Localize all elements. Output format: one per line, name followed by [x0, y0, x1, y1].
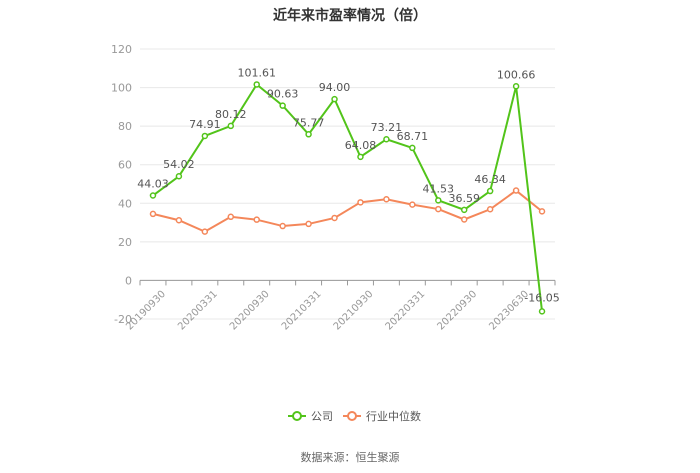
data-label: -16.05: [524, 291, 559, 304]
data-label: 36.59: [448, 192, 480, 205]
x-tick-label: 20200930: [228, 289, 272, 333]
company-point[interactable]: [538, 308, 546, 315]
company-point[interactable]: [201, 132, 209, 140]
industry-median-point[interactable]: [227, 213, 235, 221]
chart-title: 近年来市盈率情况（倍）: [273, 7, 427, 24]
y-tick-label: -20: [114, 313, 132, 326]
x-tick-label: 20190930: [124, 289, 168, 333]
data-label: 41.53: [423, 182, 455, 195]
industry-median-point[interactable]: [253, 216, 260, 223]
data-label: 94.00: [319, 81, 351, 94]
x-tick-label: 20220331: [384, 289, 428, 333]
industry-median-point[interactable]: [383, 195, 390, 203]
industry-median-point[interactable]: [357, 199, 364, 206]
data-label: 101.61: [237, 66, 276, 79]
source-note: 数据来源：恒生聚源: [301, 450, 400, 464]
company-point[interactable]: [383, 135, 390, 143]
y-tick-label: 100: [111, 82, 132, 95]
data-label: 74.91: [189, 118, 221, 131]
company-point[interactable]: [175, 172, 183, 180]
industry-median-point[interactable]: [201, 228, 209, 235]
company-point[interactable]: [486, 187, 494, 195]
data-label: 44.03: [137, 178, 169, 191]
y-tick-label: 40: [118, 197, 132, 210]
company-point[interactable]: [305, 131, 312, 138]
data-label: 68.71: [397, 130, 429, 143]
company-point[interactable]: [409, 144, 416, 152]
data-label: 64.08: [345, 139, 377, 152]
data-label: 90.63: [267, 88, 299, 101]
data-label: 75.77: [293, 116, 325, 129]
company-point[interactable]: [331, 95, 338, 103]
legend-item-industry[interactable]: 行业中位数: [343, 409, 421, 423]
y-tick-label: 60: [118, 159, 132, 172]
company-line: [152, 82, 544, 312]
industry-median-point[interactable]: [512, 187, 520, 194]
company-point[interactable]: [227, 122, 235, 130]
industry-median-point[interactable]: [460, 216, 468, 223]
legend-item-company[interactable]: 公司: [288, 410, 333, 423]
x-tick-label: 20220930: [436, 289, 480, 333]
x-axis: 20190930 20200331 20200930 20210331 20210930…: [124, 279, 556, 333]
industry-median-point[interactable]: [409, 201, 416, 208]
company-point[interactable]: [357, 153, 364, 161]
x-tick-label: 20210331: [280, 289, 324, 333]
company-point[interactable]: [279, 102, 286, 109]
company-point[interactable]: [149, 192, 157, 199]
industry-median-point[interactable]: [435, 205, 442, 213]
industry-median-point[interactable]: [486, 206, 494, 213]
y-tick-label: 20: [118, 236, 132, 249]
data-label: 54.02: [163, 158, 195, 171]
series-points: [149, 81, 546, 315]
industry-median-point[interactable]: [305, 220, 312, 228]
y-axis-ticks: -20 0 20 40 60 80 100 120: [111, 43, 132, 326]
data-label: 46.34: [474, 173, 506, 186]
company-point[interactable]: [253, 81, 260, 88]
legend-marker-company: [292, 411, 302, 421]
industry-median-point[interactable]: [279, 222, 286, 230]
legend-marker-industry: [347, 411, 357, 421]
data-label: 100.66: [497, 68, 536, 81]
company-point[interactable]: [435, 197, 442, 204]
company-point[interactable]: [460, 206, 468, 214]
industry-median-point[interactable]: [149, 210, 157, 218]
industry-median-point[interactable]: [331, 214, 338, 222]
y-tick-label: 80: [118, 120, 132, 133]
data-label: 73.21: [371, 121, 403, 134]
data-label: 80.12: [215, 108, 247, 121]
legend-label-company: 公司: [311, 410, 333, 423]
y-tick-label: 120: [111, 43, 132, 56]
y-tick-label: 0: [125, 274, 132, 287]
legend: 公司 行业中位数: [288, 409, 421, 423]
company-point[interactable]: [512, 83, 520, 90]
x-tick-label: 20200331: [176, 289, 220, 333]
industry-median-point[interactable]: [175, 217, 183, 224]
industry-median-point[interactable]: [538, 208, 546, 215]
industry-median-line: [152, 189, 543, 233]
legend-label-industry: 行业中位数: [366, 409, 421, 423]
series-lines: [152, 82, 544, 312]
x-tick-label: 20210930: [332, 289, 376, 333]
